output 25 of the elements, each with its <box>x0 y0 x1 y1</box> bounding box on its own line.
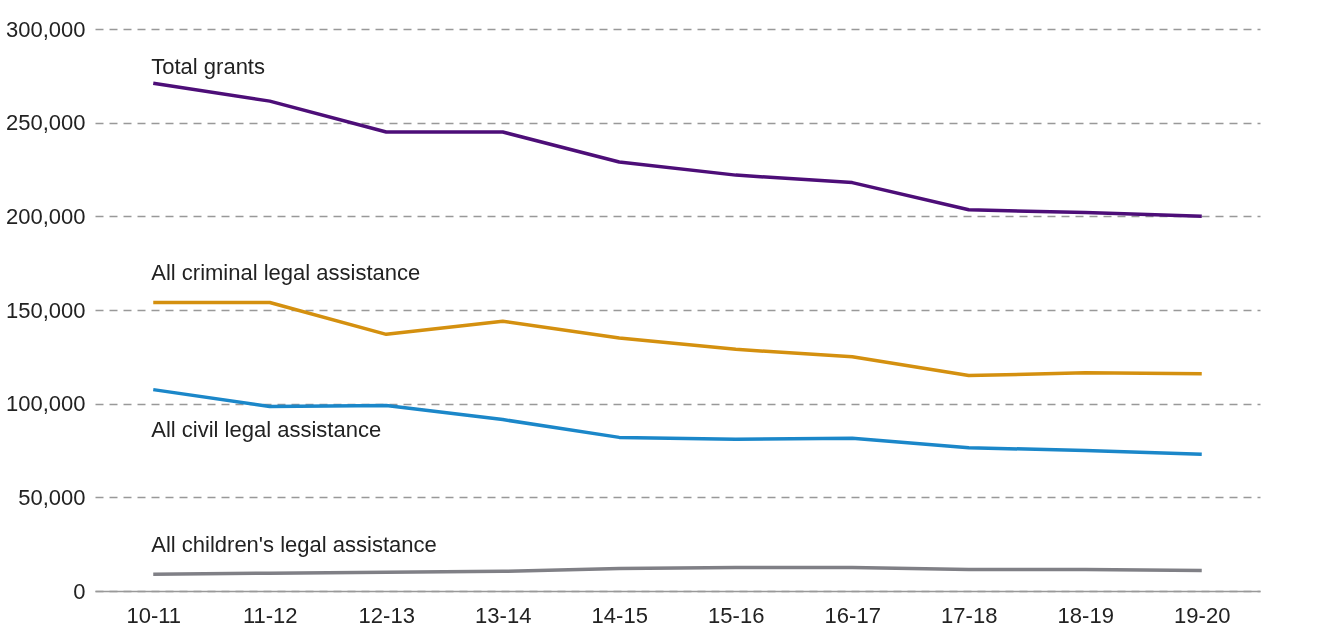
x-tick-label: 10-11 <box>126 602 182 628</box>
y-tick-label: 300,000 <box>5 16 86 42</box>
line-series <box>151 81 1204 219</box>
x-tick-label: 18-19 <box>1057 602 1114 628</box>
x-tick-label: 17-18 <box>941 602 998 628</box>
series-label: Total grants <box>151 54 265 80</box>
y-tick-label: 100,000 <box>5 391 86 417</box>
series-label: All civil legal assistance <box>151 416 382 442</box>
x-tick-label: 13-14 <box>475 602 532 628</box>
y-tick-label: 150,000 <box>5 297 86 323</box>
x-tick-label: 15-16 <box>708 602 765 628</box>
y-tick-label: 50,000 <box>18 484 86 510</box>
x-tick-label: 16-17 <box>824 602 881 628</box>
line-series <box>151 565 1204 576</box>
series-label: All criminal legal assistance <box>151 259 421 285</box>
y-tick-label: 200,000 <box>5 203 86 229</box>
series-label: All children's legal assistance <box>151 532 437 558</box>
y-tick-label: 0 <box>73 578 86 604</box>
x-tick-label: 11-12 <box>242 602 298 628</box>
line-series <box>151 387 1204 456</box>
x-tick-label: 12-13 <box>358 602 415 628</box>
x-tick-label: 19-20 <box>1174 602 1231 628</box>
line-series <box>151 300 1204 378</box>
y-tick-label: 250,000 <box>5 110 86 136</box>
x-tick-label: 14-15 <box>591 602 648 628</box>
